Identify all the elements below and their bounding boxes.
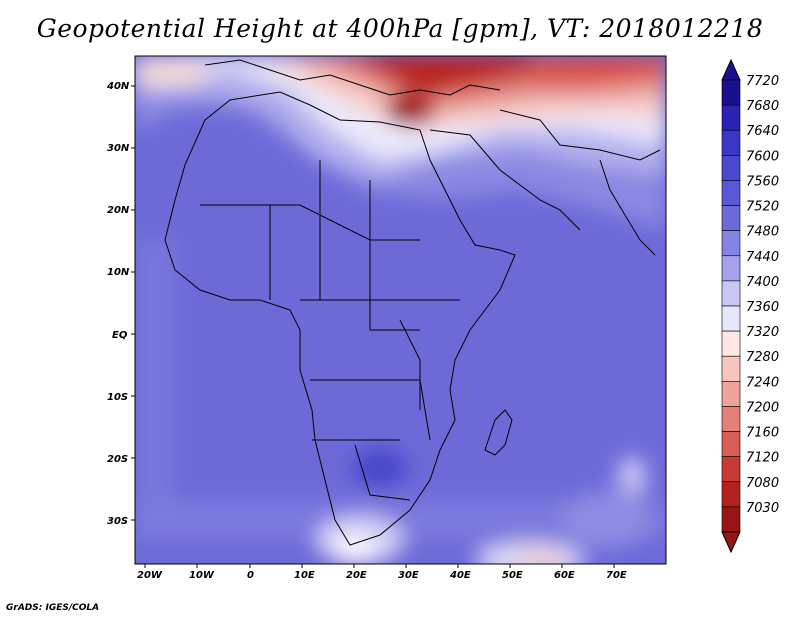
colorbar-level-label: 7030 [746,501,779,516]
colorbar-swatch [721,305,741,332]
colorbar-swatch [721,481,741,508]
colorbar-level-label: 7600 [746,149,779,164]
colorbar-level-label: 7080 [746,476,779,491]
colorbar-level-label: 7480 [746,225,779,240]
colorbar-level-label: 7240 [746,375,779,390]
lat-tick-label: 30N [107,143,130,154]
colorbar-swatch [721,506,741,533]
colorbar-swatch [721,180,741,206]
colorbar-level-label: 7280 [746,350,779,365]
colorbar-swatch [721,431,741,457]
colorbar-swatch [721,230,741,257]
height-field [135,56,666,564]
lon-tick-label: 10W [189,570,215,581]
colorbar-level-label: 7720 [746,74,779,89]
lon-tick-label: 10E [294,570,315,581]
lat-tick-label: 40N [106,81,130,92]
colorbar-swatch [721,155,741,181]
lat-tick-label: 20S [107,454,128,465]
colorbar-swatch [721,280,741,307]
colorbar: 7720 7680 7640 7600 7560 7520 7480 7440 7400 7360… [721,58,779,554]
colorbar-level-label: 7320 [746,325,779,340]
colorbar-level-label: 7560 [746,174,779,189]
lon-tick-label: 0 [247,570,254,581]
colorbar-level-label: 7440 [746,250,779,265]
lon-tick-label: 40E [449,570,471,581]
lat-tick-label: 10N [107,267,130,278]
colorbar-level-label: 7520 [746,200,779,215]
colorbar-swatch [721,406,741,432]
colorbar-max-arrow [721,58,741,81]
lat-tick-label: 10S [107,392,128,403]
lon-ticks: 20W 10W 0 10E 20E 30E 40E 50E 60E 70E [137,570,627,581]
colorbar-level-label: 7160 [746,426,779,441]
plot-frame [134,55,667,565]
colorbar-swatch [721,205,741,231]
colorbar-swatch [721,456,741,483]
lon-tick-label: 20E [346,570,367,581]
lat-ticks: 40N 30N 20N 10N EQ 10S 20S 30S [106,81,130,527]
colorbar-level-label: 7680 [746,99,779,114]
colorbar-level-label: 7360 [746,300,779,315]
lon-tick-label: 30E [398,570,419,581]
colorbar-swatch [721,355,741,382]
coastlines [164,59,661,546]
colorbar-min-arrow [721,531,741,554]
map-title: Geopotential Height at 400hPa [gpm], VT:… [36,14,764,43]
colorbar-swatch [721,129,741,156]
lat-tick-label: 30S [107,516,128,527]
lon-tick-label: 50E [502,570,523,581]
lon-tick-label: 70E [606,570,627,581]
colorbar-level-label: 7640 [746,124,779,139]
colorbar-swatch [721,255,741,282]
lat-tick-label: 20N [107,205,130,216]
colorbar-swatch [721,79,741,106]
colorbar-swatch [721,104,741,131]
credit-text: GrADS: IGES/COLA [6,603,100,613]
lon-tick-label: 20W [137,570,163,581]
lon-tick-label: 60E [554,570,575,581]
colorbar-level-label: 7200 [746,400,779,415]
lat-tick-label: EQ [112,330,128,341]
colorbar-level-label: 7400 [746,275,779,290]
colorbar-swatch [721,330,741,357]
colorbar-level-label: 7120 [746,451,779,466]
colorbar-swatch [721,381,741,407]
